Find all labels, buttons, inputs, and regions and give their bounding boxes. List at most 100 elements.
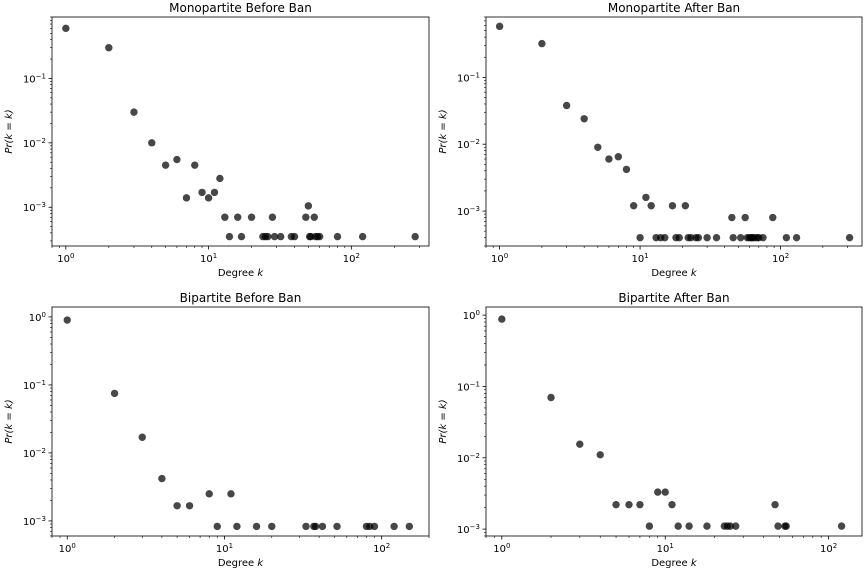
data-point [173,155,181,164]
subplot-3: 100 101 102 10−3 10−2 10−1 100 Bipartite Before… [4,291,430,569]
x-tick-label: 101 [657,542,674,555]
data-point [358,232,367,241]
data-point [185,502,194,510]
data-point [703,522,711,530]
data-point [654,488,662,496]
data-point [227,490,235,498]
data-point [276,232,285,241]
data-point [769,213,777,222]
x-axis-label: Degree k [218,268,265,279]
data-point [311,522,320,531]
data-point [318,522,327,531]
x-axis-label: Degree k [218,558,265,569]
data-point [594,143,602,151]
x-tick-label: 101 [216,542,233,555]
data-point [405,522,414,531]
data-point [105,44,113,52]
data-point [736,233,745,242]
subplot-4: 100 101 102 10−3 10−2 10−1 100 Bipartite After … [438,291,863,569]
y-tick-label: 10−1 [23,379,46,392]
data-point [205,490,213,498]
data-point [210,188,219,197]
data-point [647,202,655,210]
data-point [370,522,379,531]
x-tick-label: 102 [772,252,789,265]
data-point [636,233,644,242]
data-point [645,522,654,530]
data-point [148,139,156,147]
y-tick-label: 10−2 [23,137,46,150]
data-point [310,213,318,221]
data-point [625,500,633,509]
x-tick-label: 100 [57,252,74,265]
data-point [173,502,181,510]
y-tick-label: 10−1 [23,72,46,85]
data-point [661,488,669,496]
data-point [837,522,846,530]
data-point [703,233,711,242]
y-tick-label: 10−3 [457,205,480,218]
x-axis-label: Degree k [651,558,698,569]
data-point [233,522,241,531]
data-point [62,24,70,33]
data-point [674,522,682,530]
y-axis-label: Pr(k = k) [4,399,15,443]
y-tick-label: 10−1 [457,380,480,393]
data-point [661,233,669,242]
data-point [216,174,224,183]
y-axis-label: Pr(k = k) [4,109,15,153]
data-point [605,155,613,163]
data-point [562,101,571,110]
data-point [237,232,246,241]
x-tick-label: 101 [631,252,648,265]
data-point [161,161,170,169]
data-point [782,233,791,242]
data-point [302,522,310,531]
y-axis-label: Pr(k = k) [438,109,449,153]
data-point [771,500,779,509]
subplot-2: 100 101 102 10−3 10−2 10−1 Monopartite After B… [438,1,863,279]
data-point [158,474,166,483]
data-point [712,233,721,242]
x-tick-label: 102 [373,542,390,555]
x-tick-label: 101 [200,252,217,265]
y-tick-label: 100 [463,309,480,322]
data-point [741,213,749,222]
data-point [234,213,242,221]
data-point [580,115,588,123]
data-point [774,522,782,530]
data-point [792,233,801,242]
data-point [498,315,506,323]
subplot-title: Monopartite Before Ban [169,1,312,15]
data-point [302,213,310,221]
data-point [694,233,703,242]
subplot-title: Monopartite After Ban [608,1,740,15]
axes-frame [51,306,430,537]
axes-frame [485,306,863,537]
data-point [315,232,324,241]
subplot-title: Bipartite After Ban [618,291,729,305]
data-point [596,451,604,459]
data-point [547,393,555,402]
data-point [845,233,854,242]
data-point [495,22,504,31]
data-point [759,233,767,242]
y-tick-label: 100 [29,311,46,324]
x-tick-label: 100 [491,252,508,265]
data-point [782,522,790,530]
data-point [264,232,272,241]
data-point [110,389,119,398]
data-point [622,165,631,174]
data-point [304,202,313,210]
data-point [390,522,398,531]
data-point [614,153,623,161]
y-tick-label: 10−2 [457,138,480,151]
y-tick-label: 10−2 [23,447,46,460]
data-point [642,193,650,202]
data-point [213,522,221,531]
x-tick-label: 100 [59,542,76,555]
data-point [252,522,261,531]
data-point [576,440,584,448]
data-point [204,194,213,202]
data-point [198,188,206,197]
